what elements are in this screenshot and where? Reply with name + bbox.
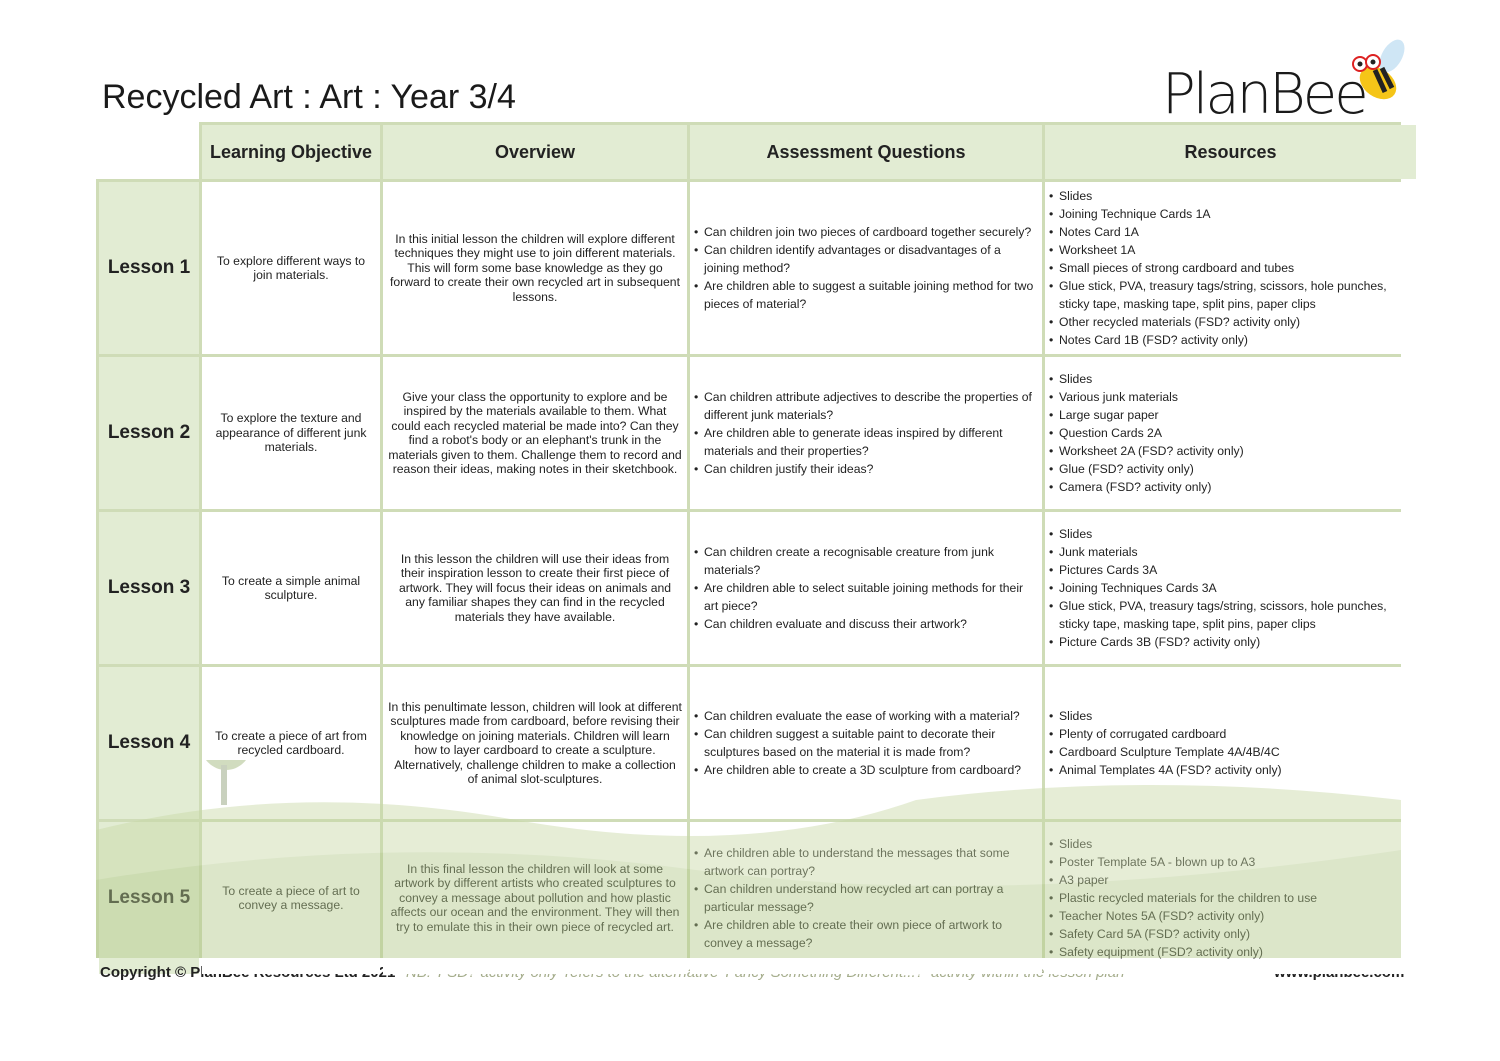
resources-list: SlidesPlenty of corrugated cardboardCard… (1045, 667, 1416, 819)
resources-list: SlidesPoster Template 5A - blown up to A… (1049, 835, 1317, 961)
list-item: Can children understand how recycled art… (694, 880, 1038, 916)
list-item: Are children able to generate ideas insp… (694, 424, 1038, 460)
list-item: Can children suggest a suitable paint to… (694, 725, 1038, 761)
assessment-questions: Can children join two pieces of cardboar… (690, 182, 1042, 354)
list-item: Other recycled materials (FSD? activity … (1049, 313, 1412, 331)
list-item: Can children evaluate the ease of workin… (694, 707, 1038, 725)
list-item: Joining Technique Cards 1A (1049, 205, 1412, 223)
list-item: Worksheet 2A (FSD? activity only) (1049, 442, 1244, 460)
learning-objective: To create a piece of art from recycled c… (202, 667, 380, 819)
list-item: Are children able to select suitable joi… (694, 579, 1038, 615)
lesson-label: Lesson 4 (99, 667, 199, 819)
resources-list: SlidesVarious junk materialsLarge sugar … (1049, 370, 1244, 496)
list-item: Plenty of corrugated cardboard (1049, 725, 1282, 743)
page-title: Recycled Art : Art : Year 3/4 (102, 78, 516, 116)
list-item: Can children create a recognisable creat… (694, 543, 1038, 579)
list-item: Plastic recycled materials for the child… (1049, 889, 1317, 907)
list-item: Slides (1049, 370, 1244, 388)
lesson-label: Lesson 5 (99, 822, 199, 974)
planbee-logo: PlanBee (1162, 62, 1369, 127)
list-item: Poster Template 5A - blown up to A3 (1049, 853, 1317, 871)
questions-list: Can children join two pieces of cardboar… (694, 223, 1038, 313)
resources-list: SlidesPlenty of corrugated cardboardCard… (1049, 707, 1282, 779)
learning-objective: To create a piece of art to convey a mes… (202, 822, 380, 974)
list-item: Slides (1049, 525, 1412, 543)
questions-list: Can children attribute adjectives to des… (694, 388, 1038, 478)
header-learning-objective: Learning Objective (202, 125, 380, 179)
lesson-label: Lesson 3 (99, 512, 199, 664)
list-item: A3 paper (1049, 871, 1317, 889)
list-item: Animal Templates 4A (FSD? activity only) (1049, 761, 1282, 779)
learning-objective: To create a simple animal sculpture. (202, 512, 380, 664)
list-item: Cardboard Sculpture Template 4A/4B/4C (1049, 743, 1282, 761)
learning-objective: To explore the texture and appearance of… (202, 357, 380, 509)
list-item: Small pieces of strong cardboard and tub… (1049, 259, 1412, 277)
list-item: Safety equipment (FSD? activity only) (1049, 943, 1317, 961)
assessment-questions: Can children attribute adjectives to des… (690, 357, 1042, 509)
list-item: Are children able to create a 3D sculptu… (694, 761, 1038, 779)
list-item: Pictures Cards 3A (1049, 561, 1412, 579)
list-item: Question Cards 2A (1049, 424, 1244, 442)
list-item: Are children able to suggest a suitable … (694, 277, 1038, 313)
list-item: Picture Cards 3B (FSD? activity only) (1049, 633, 1412, 651)
bee-logo-icon (1352, 39, 1405, 100)
resources-list: SlidesVarious junk materialsLarge sugar … (1045, 357, 1416, 509)
corner-cell (96, 122, 199, 179)
list-item: Notes Card 1A (1049, 223, 1412, 241)
list-item: Can children join two pieces of cardboar… (694, 223, 1038, 241)
lesson-plan-table: Learning Objective Overview Assessment Q… (96, 122, 1416, 974)
assessment-questions: Can children create a recognisable creat… (690, 512, 1042, 664)
assessment-questions: Can children evaluate the ease of workin… (690, 667, 1042, 819)
list-item: Joining Techniques Cards 3A (1049, 579, 1412, 597)
list-item: Slides (1049, 187, 1412, 205)
list-item: Large sugar paper (1049, 406, 1244, 424)
list-item: Can children evaluate and discuss their … (694, 615, 1038, 633)
learning-objective: To explore different ways to join materi… (202, 182, 380, 354)
list-item: Camera (FSD? activity only) (1049, 478, 1244, 496)
list-item: Junk materials (1049, 543, 1412, 561)
list-item: Safety Card 5A (FSD? activity only) (1049, 925, 1317, 943)
resources-list: SlidesPoster Template 5A - blown up to A… (1045, 822, 1416, 974)
resources-list: SlidesJoining Technique Cards 1ANotes Ca… (1045, 182, 1416, 354)
list-item: Slides (1049, 707, 1282, 725)
list-item: Notes Card 1B (FSD? activity only) (1049, 331, 1412, 349)
lesson-label: Lesson 2 (99, 357, 199, 509)
header-overview: Overview (383, 125, 687, 179)
overview-text: In this initial lesson the children will… (383, 182, 687, 354)
overview-text: In this final lesson the children will l… (383, 822, 687, 974)
list-item: Worksheet 1A (1049, 241, 1412, 259)
resources-list: SlidesJunk materialsPictures Cards 3AJoi… (1045, 512, 1416, 664)
lesson-label: Lesson 1 (99, 182, 199, 354)
overview-text: In this penultimate lesson, children wil… (383, 667, 687, 819)
assessment-questions: Are children able to understand the mess… (690, 822, 1042, 974)
list-item: Glue stick, PVA, treasury tags/string, s… (1049, 277, 1412, 313)
list-item: Can children attribute adjectives to des… (694, 388, 1038, 424)
questions-list: Can children evaluate the ease of workin… (694, 707, 1038, 779)
list-item: Can children identify advantages or disa… (694, 241, 1038, 277)
resources-list: SlidesJoining Technique Cards 1ANotes Ca… (1049, 187, 1412, 349)
header-resources: Resources (1045, 125, 1416, 179)
list-item: Slides (1049, 835, 1317, 853)
list-item: Glue stick, PVA, treasury tags/string, s… (1049, 597, 1412, 633)
list-item: Teacher Notes 5A (FSD? activity only) (1049, 907, 1317, 925)
list-item: Can children justify their ideas? (694, 460, 1038, 478)
resources-list: SlidesJunk materialsPictures Cards 3AJoi… (1049, 525, 1412, 651)
questions-list: Can children create a recognisable creat… (694, 543, 1038, 633)
list-item: Various junk materials (1049, 388, 1244, 406)
questions-list: Are children able to understand the mess… (694, 844, 1038, 952)
header-assessment-questions: Assessment Questions (690, 125, 1042, 179)
list-item: Are children able to understand the mess… (694, 844, 1038, 880)
list-item: Glue (FSD? activity only) (1049, 460, 1244, 478)
overview-text: In this lesson the children will use the… (383, 512, 687, 664)
overview-text: Give your class the opportunity to explo… (383, 357, 687, 509)
list-item: Are children able to create their own pi… (694, 916, 1038, 952)
